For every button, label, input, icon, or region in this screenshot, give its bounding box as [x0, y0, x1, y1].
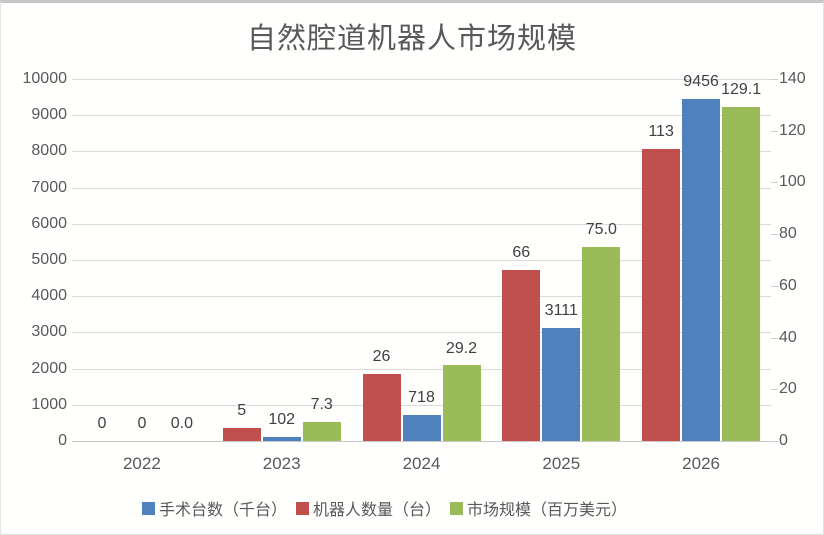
y-axis-right-tick-mark: [771, 182, 778, 184]
x-axis-label: 2023: [262, 454, 301, 473]
y-axis-right-tick-mark: [771, 389, 778, 391]
y-axis-right-tick-label: 100: [779, 173, 806, 191]
bar-2023: [262, 437, 301, 441]
y-axis-right-tick-label: 60: [779, 276, 797, 294]
data-label: 29.2: [445, 339, 478, 357]
data-label: 0.0: [170, 415, 194, 432]
data-label: 26: [372, 347, 391, 365]
y-axis-left-tick-label: 5000: [31, 251, 67, 268]
chart-title: 自然腔道机器人市场规模: [246, 23, 577, 55]
data-label: 9456: [683, 72, 719, 90]
bar-2026: [722, 107, 761, 441]
y-axis-left-tick-label: 7000: [31, 178, 67, 196]
bar-2026: [682, 98, 721, 441]
data-label: 75.0: [585, 221, 617, 239]
y-axis-right-tick-label: 80: [779, 225, 797, 243]
data-label: 129.1: [721, 81, 762, 99]
data-label: 0: [137, 415, 147, 432]
y-axis-right-tick-label: 0: [779, 432, 788, 449]
legend-item: 机器人数量（台）: [296, 496, 441, 520]
gridline: [72, 223, 771, 225]
x-axis-label: 2025: [542, 454, 581, 473]
y-axis-left-tick-label: 0: [58, 432, 67, 449]
y-axis-right-tick-mark: [771, 285, 778, 287]
y-axis-right-tick-mark: [771, 441, 778, 442]
bar-2023: [222, 428, 261, 441]
y-axis-left-tick-label: 8000: [31, 142, 67, 160]
y-axis-left-tick-label: 9000: [31, 106, 67, 124]
legend-label: 市场规模（百万美元）: [467, 502, 628, 519]
y-axis-right-tick-mark: [771, 337, 778, 339]
gridline: [72, 187, 771, 189]
y-axis-right-tick-mark: [771, 79, 778, 80]
gridline: [72, 332, 771, 334]
x-axis-label: 2022: [122, 454, 161, 473]
bar-2026: [642, 148, 681, 441]
data-label: 718: [408, 389, 435, 407]
legend-swatch-icon: [142, 501, 155, 515]
bar-2023: [302, 422, 341, 441]
data-label: 66: [512, 244, 531, 262]
y-axis-right-tick-label: 40: [779, 328, 797, 346]
bar-2025: [582, 247, 621, 441]
y-axis-left-tick-label: 2000: [31, 359, 67, 377]
y-axis-left-tick-label: 3000: [31, 323, 67, 341]
gridline: [72, 79, 771, 80]
legend-swatch-icon: [296, 501, 310, 515]
y-axis-right-tick-label: 120: [779, 121, 806, 139]
y-axis-left-tick-label: 6000: [31, 214, 67, 232]
legend-label: 机器人数量（台）: [313, 502, 442, 519]
y-axis-right-tick-mark: [771, 130, 778, 132]
bar-2024: [362, 373, 401, 441]
gridline: [72, 151, 771, 153]
gridline: [72, 115, 771, 117]
data-label: 7.3: [310, 396, 333, 414]
y-axis-right-tick-label: 140: [779, 70, 806, 87]
data-label: 0: [97, 415, 107, 432]
bar-2025: [542, 328, 581, 441]
y-axis-left-tick-label: 1000: [31, 395, 67, 413]
bar-2024: [402, 415, 441, 441]
data-label: 5: [237, 402, 247, 420]
y-axis-left-tick-label: 4000: [31, 287, 67, 305]
bar-2025: [502, 270, 541, 441]
x-axis-label: 2026: [682, 454, 721, 473]
legend-label: 手术台数（千台）: [159, 502, 288, 519]
y-axis-left-tick-label: 10000: [22, 70, 68, 87]
gridline: [72, 441, 771, 442]
x-axis-label: 2024: [402, 454, 441, 473]
bar-2024: [442, 365, 481, 441]
legend-swatch-icon: [450, 501, 464, 515]
data-label: 3111: [544, 302, 578, 320]
legend-item: 市场规模（百万美元）: [450, 496, 627, 520]
y-axis-right-tick-mark: [771, 234, 778, 236]
gridline: [72, 296, 771, 298]
legend: 手术台数（千台） 机器人数量（台） 市场规模（百万美元）: [142, 496, 627, 520]
legend-item: 手术台数（千台）: [142, 496, 287, 520]
gridline: [72, 404, 771, 406]
data-label: 113: [648, 122, 674, 140]
data-label: 102: [268, 411, 296, 429]
gridline: [72, 260, 771, 261]
y-axis-right-tick-label: 20: [779, 380, 797, 398]
gridline: [72, 368, 771, 370]
